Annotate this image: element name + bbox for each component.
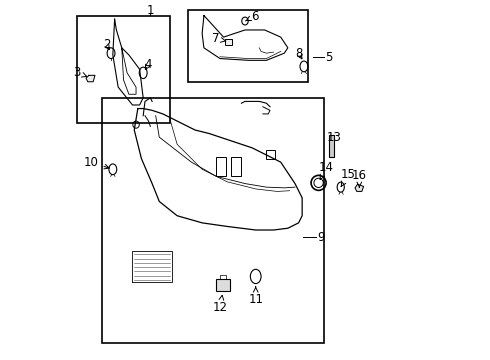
Bar	[216, 279, 230, 292]
Polygon shape	[355, 184, 364, 192]
Text: 15: 15	[341, 168, 356, 186]
Text: 2: 2	[102, 39, 110, 51]
Bar	[231, 157, 241, 176]
Text: 8: 8	[295, 47, 302, 60]
Text: 12: 12	[213, 295, 227, 314]
Text: 10: 10	[84, 156, 109, 169]
Polygon shape	[86, 75, 95, 82]
Text: 7: 7	[213, 32, 226, 45]
Text: 3: 3	[74, 66, 87, 79]
Text: 4: 4	[144, 58, 151, 72]
Bar	[77, 16, 170, 123]
Text: 9: 9	[318, 231, 325, 244]
Text: 13: 13	[326, 131, 342, 144]
Bar	[188, 10, 308, 82]
Text: 16: 16	[352, 169, 367, 188]
Text: 6: 6	[245, 10, 258, 23]
Text: 11: 11	[248, 287, 263, 306]
Bar	[329, 135, 334, 157]
Bar	[267, 150, 275, 158]
Bar	[217, 157, 226, 176]
Text: 14: 14	[318, 161, 334, 180]
Text: 1: 1	[147, 4, 154, 17]
Text: 5: 5	[325, 51, 332, 64]
Bar	[225, 39, 232, 45]
Bar	[102, 98, 323, 342]
